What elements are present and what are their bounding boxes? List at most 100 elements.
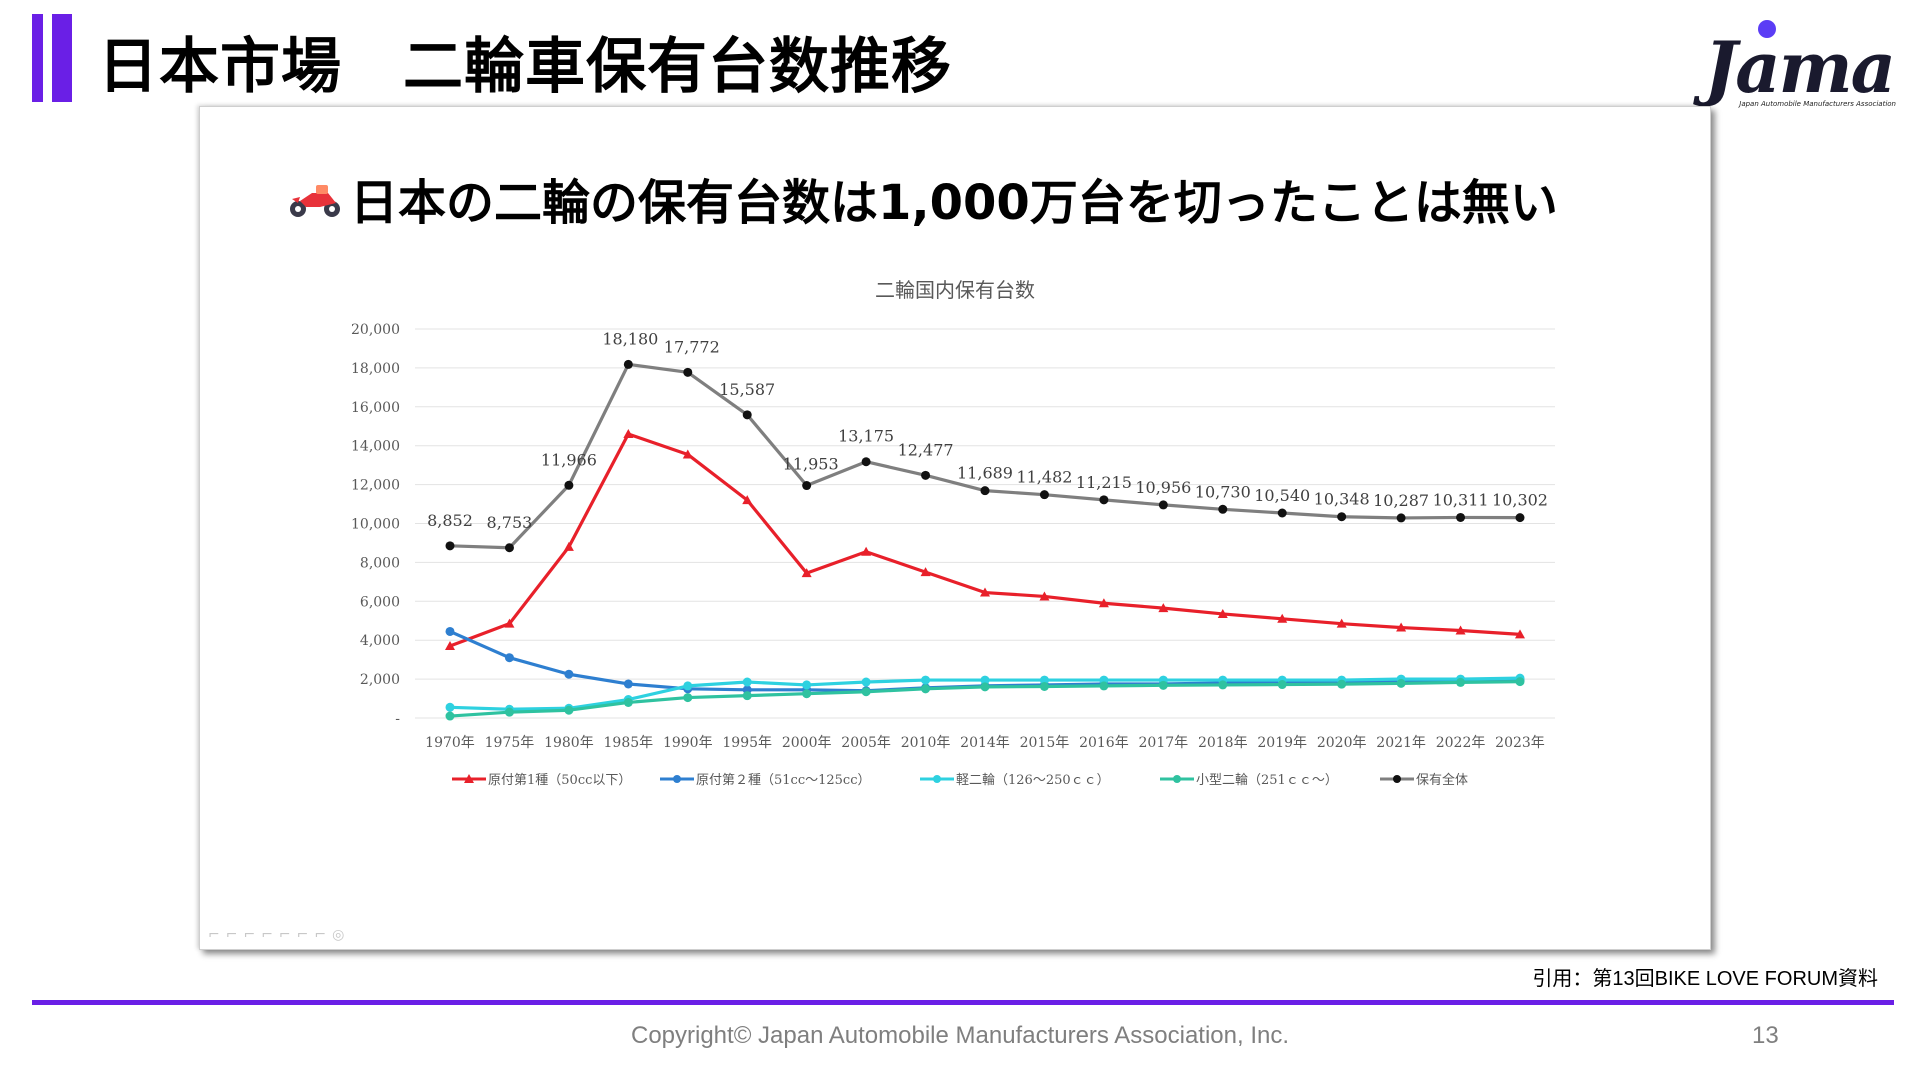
title-accent-bar-2: [52, 14, 72, 102]
y-tick-label: 2,000: [360, 672, 400, 688]
data-point: [1099, 495, 1109, 505]
data-point: [504, 618, 515, 628]
y-tick-label: 12,000: [351, 478, 400, 494]
data-point: [683, 367, 693, 377]
chart-title: 二輪国内保有台数: [875, 278, 1035, 302]
x-tick-label: 1985年: [604, 735, 654, 751]
legend-marker: [464, 774, 474, 783]
data-point: [563, 541, 574, 551]
data-point: [980, 682, 990, 692]
data-point: [1396, 622, 1407, 632]
data-point: [802, 481, 812, 491]
data-point: [921, 684, 931, 694]
data-point: [921, 675, 931, 685]
x-tick-label: 2000年: [782, 735, 832, 751]
data-point: [1336, 618, 1347, 628]
data-point: [1337, 512, 1347, 522]
data-label: 17,772: [664, 337, 720, 356]
data-label: 11,966: [541, 450, 597, 469]
data-point: [445, 541, 455, 551]
y-tick-label: 6,000: [360, 594, 400, 610]
legend-marker: [933, 775, 941, 783]
data-point: [1158, 680, 1168, 690]
data-label: 8,753: [487, 513, 533, 532]
data-point: [504, 707, 514, 717]
data-label: 15,587: [719, 380, 775, 399]
slide-title: 日本市場 二輪車保有台数推移: [98, 32, 952, 102]
y-tick-label: 10,000: [351, 517, 400, 533]
line-chart: 二輪国内保有台数 - 2,000 4,000 6,000 8,000 10,000 12,00…: [351, 278, 1555, 788]
data-point: [564, 669, 574, 679]
y-tick-label: 14,000: [351, 439, 400, 455]
legend-label: 原付第1種（50cc以下）: [488, 772, 631, 788]
data-point: [802, 680, 812, 690]
x-tick-label: 1970年: [425, 735, 475, 751]
x-tick-label: 2018年: [1198, 735, 1248, 751]
data-point: [980, 486, 990, 496]
data-point: [1277, 508, 1287, 518]
data-point: [504, 653, 514, 663]
data-point: [861, 677, 871, 687]
title-accent-bar: [32, 14, 43, 102]
data-point: [623, 429, 634, 439]
data-point: [1039, 591, 1050, 601]
data-point: [623, 679, 633, 689]
legend-marker: [673, 775, 681, 783]
data-label: 10,302: [1492, 491, 1548, 510]
y-tick-label: 16,000: [351, 400, 400, 416]
data-point: [1515, 513, 1525, 523]
data-point: [1218, 504, 1228, 514]
y-tick-label: -: [395, 711, 400, 727]
data-point: [445, 711, 455, 721]
legend-label: 保有全体: [1416, 772, 1468, 788]
citation: 引用：第13回BIKE LOVE FORUM資料: [1532, 968, 1878, 990]
x-tick-label: 2014年: [960, 735, 1010, 751]
x-tick-label: 2016年: [1079, 735, 1129, 751]
data-label: 18,180: [602, 329, 658, 348]
series-line: [449, 362, 1521, 550]
chart-heading: 日本の二輪の保有台数は1,000万台を切ったことは無い: [350, 175, 1558, 231]
x-tick-label: 1995年: [722, 735, 772, 751]
data-point: [921, 470, 931, 480]
page-number: 13: [1752, 1022, 1779, 1049]
data-point: [1515, 677, 1525, 687]
data-point: [1039, 681, 1049, 691]
data-label: 13,175: [838, 427, 894, 446]
y-tick-label: 20,000: [351, 322, 400, 338]
data-point: [564, 480, 574, 490]
data-point: [861, 457, 871, 467]
data-label: 10,348: [1314, 490, 1370, 509]
data-point: [742, 410, 752, 420]
x-tick-label: 2005年: [841, 735, 891, 751]
y-tick-label: 18,000: [351, 361, 400, 377]
x-tick-label: 1975年: [485, 735, 535, 751]
legend-label: 原付第２種（51cc～125cc）: [696, 772, 870, 788]
data-point: [623, 697, 633, 707]
x-tick-label: 2023年: [1495, 735, 1545, 751]
legend-label: 小型二輪（251ｃｃ～）: [1196, 772, 1338, 788]
data-label: 10,956: [1135, 478, 1191, 497]
x-tick-label: 2020年: [1317, 735, 1367, 751]
data-point: [742, 691, 752, 701]
x-tick-label: 2022年: [1436, 735, 1486, 751]
jama-logo: Jama Japan Automobile Manufacturers Asso…: [1702, 18, 1902, 109]
data-point: [1158, 500, 1168, 510]
data-point: [742, 677, 752, 687]
x-tick-label: 2015年: [1020, 735, 1070, 751]
logo-dot-icon: [1758, 20, 1776, 38]
data-label: 10,540: [1254, 486, 1310, 505]
data-point: [1396, 513, 1406, 523]
footer-divider: [32, 1000, 1894, 1005]
data-point: [504, 543, 514, 553]
data-point: [445, 641, 455, 651]
data-point: [861, 546, 872, 556]
data-point: [1337, 679, 1347, 689]
data-label: 11,482: [1016, 468, 1072, 487]
data-point: [1456, 677, 1466, 687]
data-point: [445, 626, 455, 636]
legend-marker: [1393, 775, 1401, 783]
legend-marker: [1173, 775, 1181, 783]
data-point: [1277, 680, 1287, 690]
data-point: [1217, 608, 1228, 618]
x-tick-label: 1990年: [663, 735, 713, 751]
